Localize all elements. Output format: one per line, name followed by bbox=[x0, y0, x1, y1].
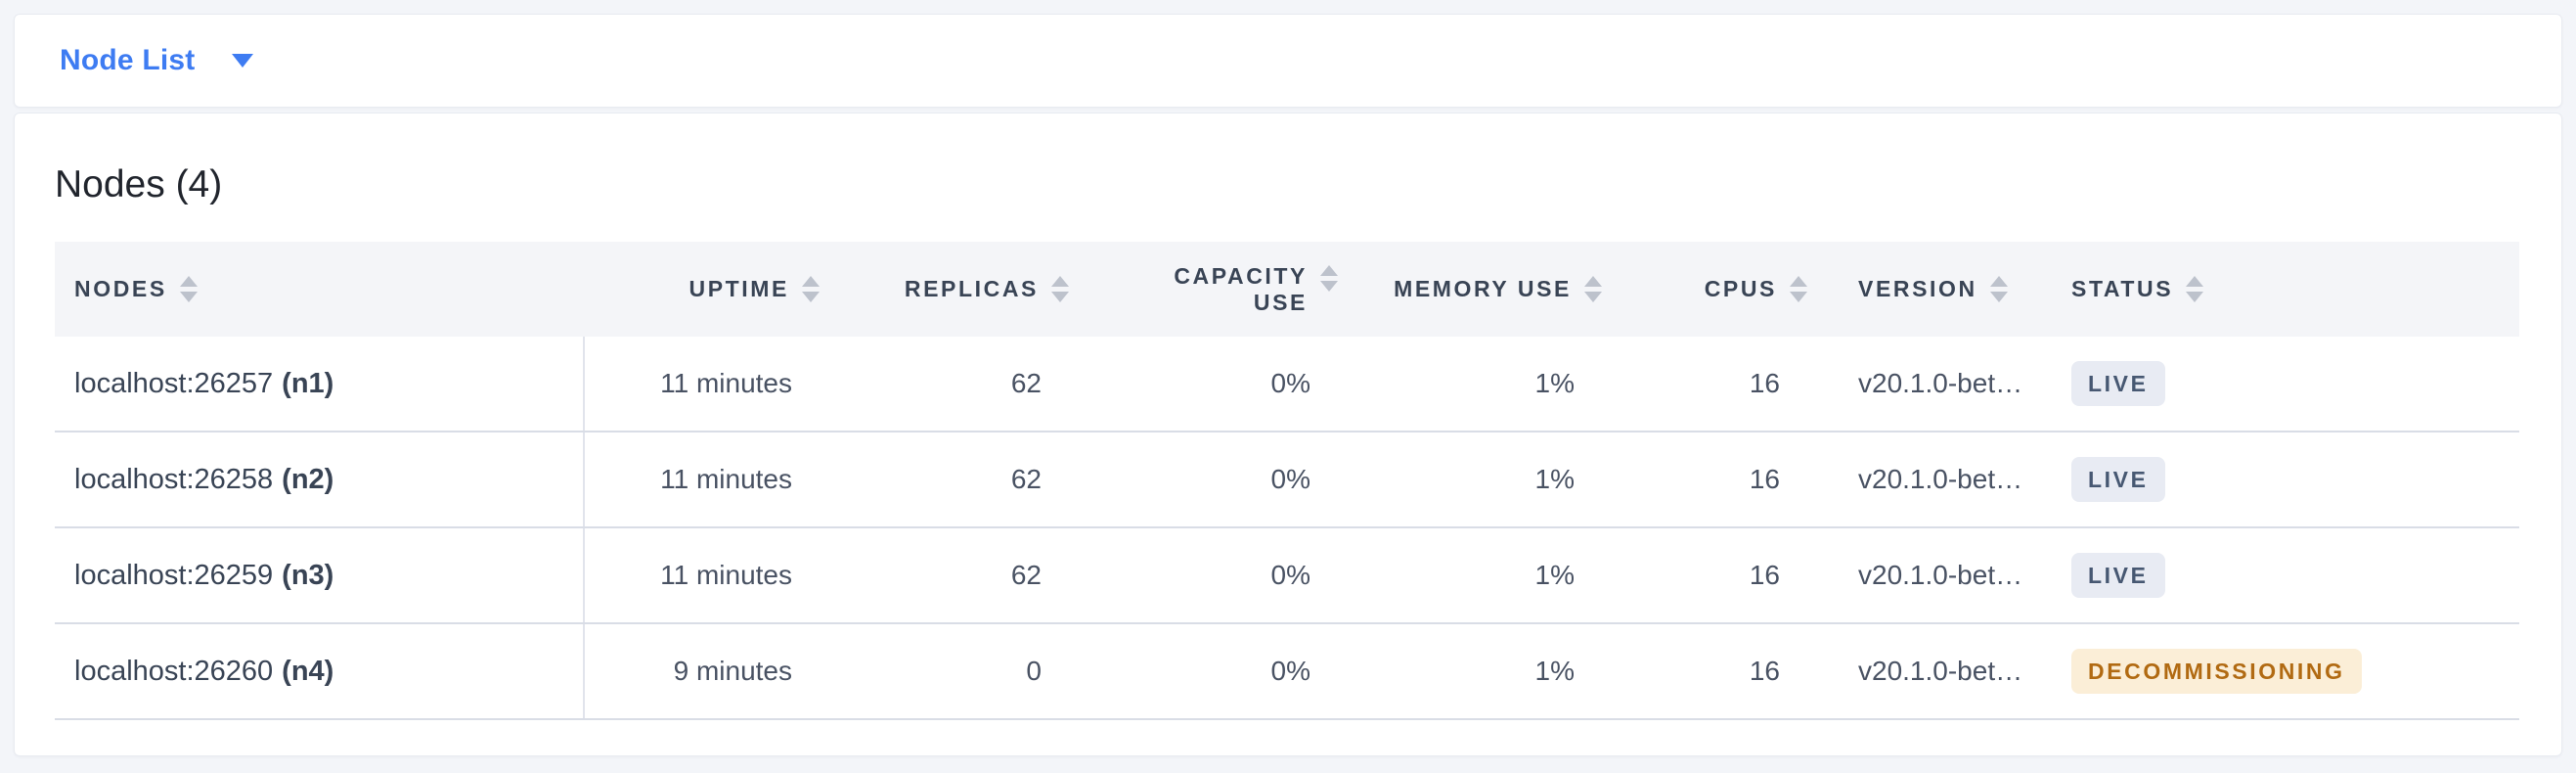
column-header-memory-use[interactable]: MEMORY USE bbox=[1350, 242, 1614, 337]
cell-version: v20.1.0-bet… bbox=[1858, 656, 2023, 686]
table-header-row: NODES UPTIME REPLICAS CAPACITY USE bbox=[55, 242, 2519, 337]
cell-memory-use: 1% bbox=[1534, 464, 1575, 494]
column-header-label: VERSION bbox=[1858, 276, 1977, 301]
cell-version: v20.1.0-bet… bbox=[1858, 464, 2023, 494]
cell-memory-use: 1% bbox=[1534, 560, 1575, 590]
column-header-label: MEMORY USE bbox=[1394, 276, 1572, 301]
cell-version: v20.1.0-bet… bbox=[1858, 368, 2023, 398]
cell-capacity-use: 0% bbox=[1270, 464, 1310, 494]
page-title: Nodes (4) bbox=[55, 163, 223, 205]
cell-uptime: 9 minutes bbox=[673, 656, 792, 686]
sort-icon bbox=[1790, 276, 1807, 302]
cell-uptime: 11 minutes bbox=[660, 560, 792, 590]
column-header-label: STATUS bbox=[2071, 276, 2174, 301]
sort-icon bbox=[1989, 276, 2008, 302]
cell-cpus: 16 bbox=[1749, 368, 1780, 398]
column-header-replicas[interactable]: REPLICAS bbox=[831, 242, 1081, 337]
cell-status: DECOMMISSIONING bbox=[2044, 624, 2519, 718]
caret-down-icon bbox=[232, 54, 254, 68]
cell-cpus: 16 bbox=[1749, 464, 1780, 494]
column-header-label: CPUS bbox=[1704, 276, 1777, 301]
node-address-link[interactable]: localhost:26257 bbox=[74, 367, 274, 399]
cell-replicas: 62 bbox=[1010, 560, 1042, 590]
column-header-label: CAPACITY USE bbox=[1174, 262, 1308, 315]
column-header-uptime[interactable]: UPTIME bbox=[585, 242, 831, 337]
cell-cpus: 16 bbox=[1749, 560, 1780, 590]
node-address-link[interactable]: localhost:26258 bbox=[74, 463, 274, 495]
column-header-nodes[interactable]: NODES bbox=[55, 242, 585, 337]
column-header-label: REPLICAS bbox=[904, 276, 1039, 301]
sort-icon bbox=[802, 276, 820, 302]
cell-status: LIVE bbox=[2044, 432, 2519, 526]
cell-uptime: 11 minutes bbox=[660, 464, 792, 494]
status-badge: LIVE bbox=[2071, 361, 2165, 406]
status-badge: LIVE bbox=[2071, 553, 2165, 598]
cell-replicas: 62 bbox=[1010, 464, 1042, 494]
node-id: (n4) bbox=[282, 655, 334, 687]
cell-capacity-use: 0% bbox=[1270, 560, 1310, 590]
cell-replicas: 62 bbox=[1010, 368, 1042, 398]
cell-status: LIVE bbox=[2044, 337, 2519, 431]
sort-icon bbox=[179, 276, 198, 302]
sort-icon bbox=[1584, 276, 1602, 302]
column-header-capacity-use[interactable]: CAPACITY USE bbox=[1081, 242, 1350, 337]
table-row: localhost:26258 (n2) 11 minutes 62 0% 1%… bbox=[55, 432, 2519, 528]
column-header-label: NODES bbox=[74, 276, 167, 301]
status-badge: LIVE bbox=[2071, 457, 2165, 502]
column-header-status[interactable]: STATUS bbox=[2044, 242, 2519, 337]
cell-status: LIVE bbox=[2044, 528, 2519, 622]
column-header-label: UPTIME bbox=[688, 276, 789, 301]
node-id: (n3) bbox=[282, 559, 334, 591]
cell-version: v20.1.0-bet… bbox=[1858, 560, 2023, 590]
cell-cpus: 16 bbox=[1749, 656, 1780, 686]
cell-uptime: 11 minutes bbox=[660, 368, 792, 398]
node-id: (n2) bbox=[282, 463, 334, 495]
cell-memory-use: 1% bbox=[1534, 368, 1575, 398]
column-header-cpus[interactable]: CPUS bbox=[1614, 242, 1819, 337]
column-header-version[interactable]: VERSION bbox=[1819, 242, 2044, 337]
status-badge: DECOMMISSIONING bbox=[2071, 649, 2362, 694]
cell-capacity-use: 0% bbox=[1270, 368, 1310, 398]
cell-node: localhost:26259 (n3) bbox=[55, 528, 585, 622]
sort-icon bbox=[2186, 276, 2204, 302]
node-address-link[interactable]: localhost:26260 bbox=[74, 655, 274, 687]
nodes-card: Nodes (4) NODES UPTIME REPLICAS CAPAC bbox=[14, 113, 2562, 756]
node-address-link[interactable]: localhost:26259 bbox=[74, 559, 274, 591]
table-row: localhost:26259 (n3) 11 minutes 62 0% 1%… bbox=[55, 528, 2519, 624]
view-selector-dropdown[interactable]: Node List bbox=[14, 14, 2562, 108]
cell-capacity-use: 0% bbox=[1270, 656, 1310, 686]
table-row: localhost:26260 (n4) 9 minutes 0 0% 1% 1… bbox=[55, 624, 2519, 720]
table-row: localhost:26257 (n1) 11 minutes 62 0% 1%… bbox=[55, 337, 2519, 432]
sort-icon bbox=[1320, 265, 1338, 292]
view-selector-label[interactable]: Node List bbox=[60, 44, 196, 76]
cell-memory-use: 1% bbox=[1534, 656, 1575, 686]
cell-node: localhost:26260 (n4) bbox=[55, 624, 585, 718]
node-id: (n1) bbox=[282, 367, 334, 399]
sort-icon bbox=[1051, 276, 1069, 302]
cell-replicas: 0 bbox=[1026, 656, 1042, 686]
cell-node: localhost:26258 (n2) bbox=[55, 432, 585, 526]
cell-node: localhost:26257 (n1) bbox=[55, 337, 585, 431]
node-table: NODES UPTIME REPLICAS CAPACITY USE bbox=[55, 242, 2519, 720]
